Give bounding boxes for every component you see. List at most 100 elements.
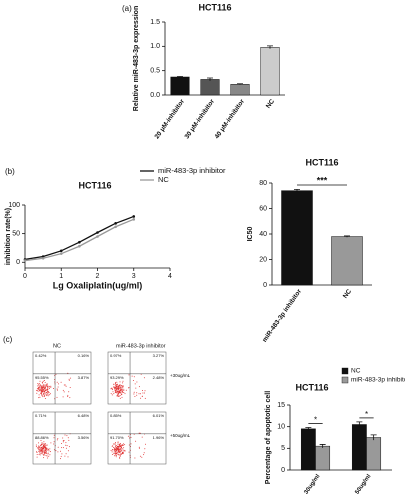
event-dot bbox=[42, 443, 44, 445]
event-dot bbox=[53, 388, 54, 389]
event-dot bbox=[140, 397, 142, 399]
event-dot bbox=[45, 452, 47, 454]
chart-title: HCT116 bbox=[305, 157, 338, 167]
event-dot bbox=[130, 443, 132, 445]
event-dot bbox=[118, 395, 120, 397]
event-dot bbox=[46, 395, 48, 397]
event-dot bbox=[38, 384, 39, 386]
event-dot bbox=[115, 445, 117, 446]
event-dot bbox=[43, 452, 45, 454]
event-dot bbox=[67, 396, 69, 397]
event-dot bbox=[48, 391, 50, 393]
event-dot bbox=[112, 445, 114, 447]
quadrant-percent: 88.86% bbox=[35, 435, 49, 440]
bar bbox=[230, 84, 250, 96]
event-dot bbox=[57, 438, 59, 440]
event-dot bbox=[43, 393, 45, 395]
event-dot bbox=[129, 437, 130, 439]
event-dot bbox=[65, 447, 67, 449]
event-dot bbox=[45, 451, 47, 453]
event-dot bbox=[40, 387, 42, 388]
event-dot bbox=[39, 452, 41, 454]
event-dot bbox=[39, 454, 41, 456]
event-dot bbox=[114, 443, 116, 445]
event-dot bbox=[40, 393, 42, 395]
event-dot bbox=[43, 448, 45, 449]
event-dot bbox=[36, 389, 38, 391]
event-dot bbox=[113, 383, 114, 385]
x-tick-label: 1 bbox=[59, 273, 63, 280]
event-dot bbox=[121, 450, 123, 452]
panel-label: (c) bbox=[3, 335, 13, 344]
event-dot bbox=[113, 449, 115, 451]
series-marker bbox=[23, 259, 27, 262]
event-dot bbox=[68, 446, 70, 448]
event-dot bbox=[41, 395, 43, 397]
event-dot bbox=[135, 440, 137, 442]
event-dot bbox=[37, 385, 39, 387]
event-dot bbox=[45, 449, 46, 451]
event-dot bbox=[39, 444, 41, 446]
event-dot bbox=[45, 384, 47, 386]
x-tick-label: 40 μM-inhibitor bbox=[214, 98, 247, 141]
event-dot bbox=[120, 448, 121, 450]
quadrant-percent: 0.16% bbox=[78, 353, 90, 358]
event-dot bbox=[41, 447, 43, 449]
event-dot bbox=[45, 386, 46, 388]
event-dot bbox=[58, 383, 59, 385]
event-dot bbox=[114, 442, 116, 443]
quadrant-percent: 95.55% bbox=[35, 375, 49, 380]
event-dot bbox=[60, 458, 61, 460]
event-dot bbox=[122, 380, 124, 382]
event-dot bbox=[115, 388, 117, 390]
quadrant-percent: 6.48% bbox=[78, 413, 90, 418]
event-dot bbox=[53, 449, 55, 451]
event-dot bbox=[47, 389, 49, 391]
event-dot bbox=[116, 395, 118, 397]
column-label: NC bbox=[53, 343, 61, 349]
x-tick-label: 30ug/ml bbox=[304, 473, 322, 495]
error-bar bbox=[177, 76, 183, 78]
error-bar bbox=[370, 434, 377, 441]
y-tick-label: 1.5 bbox=[150, 19, 160, 26]
event-dot bbox=[64, 434, 66, 436]
quadrant-percent: 2.48% bbox=[153, 375, 165, 380]
event-dot bbox=[122, 444, 124, 446]
x-tick-label: 0 bbox=[23, 273, 27, 280]
row-label: +50ug/mL bbox=[170, 433, 191, 438]
event-dot bbox=[66, 435, 68, 437]
quadrant-percent: 91.70% bbox=[110, 435, 124, 440]
event-dot bbox=[45, 447, 47, 449]
event-dot bbox=[49, 385, 51, 387]
event-dot bbox=[120, 450, 122, 451]
event-dot bbox=[37, 390, 39, 392]
event-dot bbox=[38, 450, 40, 452]
event-dot bbox=[138, 386, 140, 388]
event-dot bbox=[131, 375, 133, 377]
event-dot bbox=[46, 385, 48, 387]
significance-label: *** bbox=[317, 175, 328, 185]
event-dot bbox=[50, 442, 52, 444]
x-tick-label: NC bbox=[342, 288, 353, 300]
event-dot bbox=[115, 386, 117, 388]
event-dot bbox=[63, 440, 65, 441]
event-dot bbox=[119, 384, 121, 386]
event-dot bbox=[114, 390, 116, 391]
event-dot bbox=[134, 383, 136, 385]
y-tick-label: 0.5 bbox=[150, 68, 160, 75]
event-dot bbox=[47, 449, 49, 451]
event-dot bbox=[114, 443, 116, 445]
significance-label: * bbox=[365, 410, 368, 419]
event-dot bbox=[117, 451, 119, 453]
event-dot bbox=[143, 377, 145, 379]
event-dot bbox=[114, 392, 116, 393]
event-dot bbox=[62, 441, 64, 443]
event-dot bbox=[115, 382, 116, 384]
event-dot bbox=[145, 443, 146, 445]
event-dot bbox=[44, 394, 45, 396]
event-dot bbox=[43, 389, 44, 391]
event-dot bbox=[61, 453, 63, 455]
event-dot bbox=[117, 384, 119, 386]
event-dot bbox=[128, 444, 130, 446]
event-dot bbox=[46, 444, 48, 446]
